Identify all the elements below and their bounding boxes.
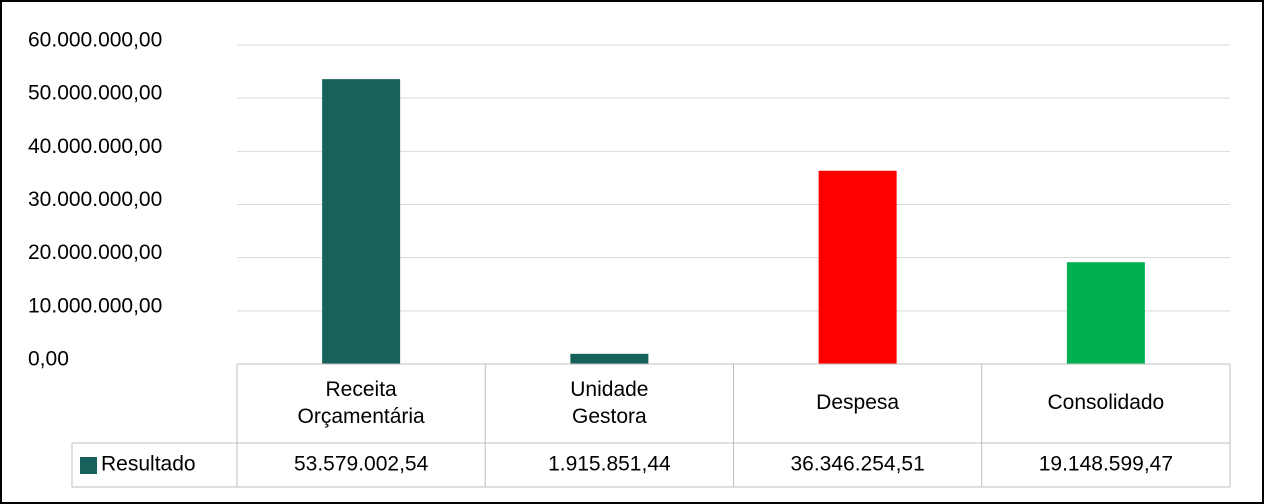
bar [818,170,897,364]
data-table-value: 1.915.851,44 [548,453,671,476]
data-table-value: 19.148.599,47 [1039,453,1173,476]
bar [322,79,401,364]
x-tick-label: Despesa [816,391,899,414]
data-table-value: 36.346.254,51 [790,453,924,476]
x-tick-label: Consolidado [1047,391,1164,414]
x-tick-label: Unidade Gestora [570,378,648,428]
y-tick-label: 40.000.000,00 [28,135,162,158]
y-tick-label: 0,00 [28,348,69,371]
y-tick-label: 60.000.000,00 [28,29,162,52]
bar [570,353,649,364]
y-tick-label: 10.000.000,00 [28,294,162,317]
y-tick-label: 50.000.000,00 [28,82,162,105]
bar [1066,262,1145,364]
y-tick-label: 20.000.000,00 [28,241,162,264]
data-table-value: 53.579.002,54 [294,453,429,476]
y-tick-label: 30.000.000,00 [28,188,162,211]
legend-label: Resultado [101,453,196,476]
x-tick-label: Receita Orçamentária [298,378,426,428]
legend-key [80,457,97,474]
